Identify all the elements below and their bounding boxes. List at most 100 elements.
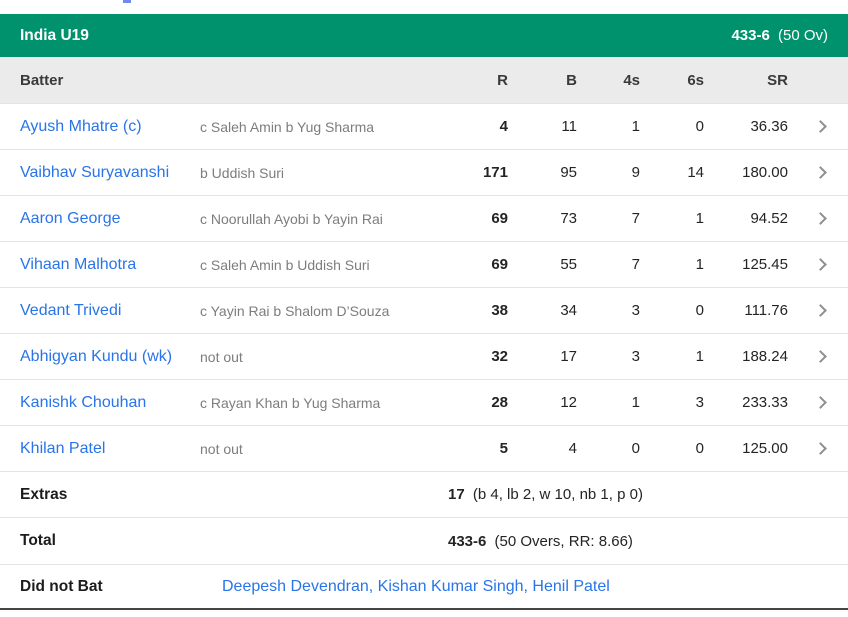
runs-value: 69	[491, 256, 508, 273]
team-name: India U19	[20, 26, 89, 44]
balls-value: 73	[560, 210, 577, 227]
dismissal-text: c Yayin Rai b Shalom D’Souza	[200, 302, 390, 319]
runs-value: 32	[491, 348, 508, 365]
row-expand-cell	[792, 304, 848, 317]
chevron-right-icon[interactable]	[813, 120, 827, 133]
runs-value: 5	[499, 440, 508, 457]
column-batter: Batter	[20, 71, 64, 89]
table-row[interactable]: Aaron George c Noorullah Ayobi b Yayin R…	[0, 195, 848, 241]
dismissal-text: b Uddish Suri	[200, 164, 285, 181]
column-balls: B	[566, 71, 577, 89]
chevron-right-icon[interactable]	[813, 258, 827, 271]
dismissal-text: c Noorullah Ayobi b Yayin Rai	[200, 210, 383, 227]
table-header-row: Batter R B 4s 6s SR	[0, 57, 848, 103]
column-fours: 4s	[623, 71, 640, 89]
chevron-right-icon[interactable]	[813, 166, 827, 179]
sixes-value: 1	[695, 210, 704, 227]
extras-breakdown: (b 4, lb 2, w 10, nb 1, p 0)	[472, 486, 643, 503]
top-strip	[0, 0, 848, 14]
strike-rate-value: 125.00	[742, 440, 788, 457]
fours-value: 3	[631, 302, 640, 319]
sixes-value: 1	[695, 348, 704, 365]
total-score: 433-6	[448, 532, 487, 550]
dismissal-text: not out	[200, 348, 243, 365]
score-runs-wickets: 433-6	[731, 27, 770, 44]
fours-value: 1	[631, 394, 640, 411]
batter-link[interactable]: Vihaan Malhotra	[20, 255, 137, 273]
balls-value: 34	[560, 302, 577, 319]
row-expand-cell	[792, 212, 848, 225]
total-overs-rr: (50 Overs, RR: 8.66)	[494, 532, 633, 550]
dismissal-text: c Rayan Khan b Yug Sharma	[200, 394, 381, 411]
batter-link[interactable]: Khilan Patel	[20, 439, 106, 457]
total-row: Total 433-6 (50 Overs, RR: 8.66)	[0, 517, 848, 564]
innings-score: 433-6 (50 Ov)	[731, 27, 828, 44]
extras-value: 17 (b 4, lb 2, w 10, nb 1, p 0)	[448, 486, 848, 503]
chevron-right-icon[interactable]	[813, 350, 827, 363]
row-expand-cell	[792, 120, 848, 133]
batter-link[interactable]: Kanishk Chouhan	[20, 393, 147, 411]
did-not-bat-label: Did not Bat	[20, 577, 103, 595]
balls-value: 12	[560, 394, 577, 411]
fours-value: 3	[631, 348, 640, 365]
did-not-bat-row: Did not Bat Deepesh Devendran, Kishan Ku…	[0, 564, 848, 608]
runs-value: 28	[491, 394, 508, 411]
table-row[interactable]: Vaibhav Suryavanshi b Uddish Suri 171 95…	[0, 149, 848, 195]
chevron-right-icon[interactable]	[813, 304, 827, 317]
dismissal-text: not out	[200, 440, 243, 457]
strike-rate-value: 36.36	[750, 118, 788, 135]
dismissal-text: c Saleh Amin b Uddish Suri	[200, 256, 370, 273]
strike-rate-value: 188.24	[742, 348, 788, 365]
extras-total: 17	[448, 486, 465, 503]
sixes-value: 3	[695, 394, 704, 411]
batter-link[interactable]: Aaron George	[20, 209, 121, 227]
strike-rate-value: 233.33	[742, 394, 788, 411]
strike-rate-value: 94.52	[750, 210, 788, 227]
score-overs: (50 Ov)	[777, 27, 828, 44]
balls-value: 55	[560, 256, 577, 273]
chevron-right-icon[interactable]	[813, 212, 827, 225]
strike-rate-value: 180.00	[742, 164, 788, 181]
chevron-right-icon[interactable]	[813, 396, 827, 409]
row-expand-cell	[792, 166, 848, 179]
sixes-value: 1	[695, 256, 704, 273]
column-strike-rate: SR	[767, 71, 788, 89]
table-row[interactable]: Vihaan Malhotra c Saleh Amin b Uddish Su…	[0, 241, 848, 287]
runs-value: 69	[491, 210, 508, 227]
batter-link[interactable]: Vaibhav Suryavanshi	[20, 163, 170, 181]
batter-link[interactable]: Abhigyan Kundu (wk)	[20, 347, 173, 365]
runs-value: 171	[482, 164, 508, 181]
table-row[interactable]: Khilan Patel not out 5 4 0 0 125.00	[0, 425, 848, 471]
balls-value: 95	[560, 164, 577, 181]
table-row[interactable]: Ayush Mhatre (c) c Saleh Amin b Yug Shar…	[0, 103, 848, 149]
sixes-value: 0	[695, 440, 704, 457]
table-row[interactable]: Vedant Trivedi c Yayin Rai b Shalom D’So…	[0, 287, 848, 333]
fours-value: 0	[631, 440, 640, 457]
balls-value: 17	[560, 348, 577, 365]
row-expand-cell	[792, 258, 848, 271]
total-label: Total	[20, 532, 56, 549]
sixes-value: 0	[695, 302, 704, 319]
sixes-value: 14	[687, 164, 704, 181]
fours-value: 7	[631, 210, 640, 227]
fours-value: 7	[631, 256, 640, 273]
table-row[interactable]: Abhigyan Kundu (wk) not out 32 17 3 1 18…	[0, 333, 848, 379]
chevron-right-icon[interactable]	[813, 442, 827, 455]
strike-rate-value: 111.76	[744, 302, 788, 319]
sixes-value: 0	[695, 118, 704, 135]
innings-header: India U19 433-6 (50 Ov)	[0, 14, 848, 57]
dismissal-text: c Saleh Amin b Yug Sharma	[200, 118, 375, 135]
batter-link[interactable]: Ayush Mhatre (c)	[20, 117, 142, 135]
runs-value: 38	[491, 302, 508, 319]
fours-value: 9	[631, 164, 640, 181]
total-value: 433-6 (50 Overs, RR: 8.66)	[448, 533, 848, 550]
strike-rate-value: 125.45	[742, 256, 788, 273]
extras-label: Extras	[20, 485, 68, 503]
fours-value: 1	[631, 118, 640, 135]
row-expand-cell	[792, 396, 848, 409]
section-bottom-divider	[0, 608, 848, 610]
batter-link[interactable]: Vedant Trivedi	[20, 301, 122, 319]
row-expand-cell	[792, 442, 848, 455]
did-not-bat-players-links[interactable]: Deepesh Devendran, Kishan Kumar Singh, H…	[222, 577, 610, 595]
table-row[interactable]: Kanishk Chouhan c Rayan Khan b Yug Sharm…	[0, 379, 848, 425]
